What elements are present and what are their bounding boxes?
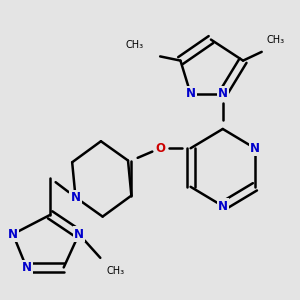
- Text: N: N: [186, 87, 196, 101]
- Text: N: N: [74, 228, 84, 241]
- Text: CH₃: CH₃: [106, 266, 124, 276]
- Text: O: O: [155, 142, 165, 155]
- Text: CH₃: CH₃: [267, 35, 285, 45]
- Text: N: N: [218, 87, 228, 101]
- Text: CH₃: CH₃: [125, 40, 143, 50]
- Text: N: N: [250, 142, 260, 155]
- Text: N: N: [70, 191, 80, 204]
- Text: N: N: [22, 261, 32, 274]
- Text: N: N: [8, 228, 18, 241]
- Text: N: N: [218, 200, 228, 213]
